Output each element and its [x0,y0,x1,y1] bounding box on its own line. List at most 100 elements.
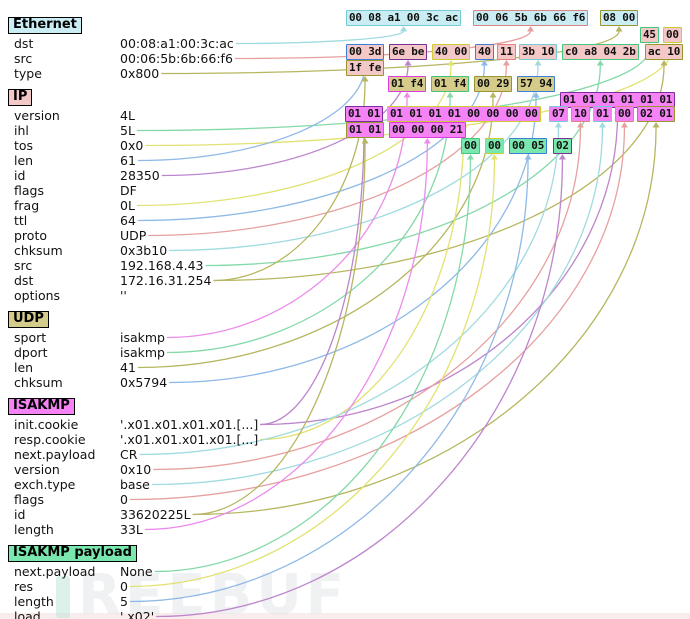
connection-arrowhead [403,92,411,98]
field-name: id [14,168,26,183]
field-value: 0 [120,492,128,507]
field-name: exch.type [14,477,76,492]
field-name: dst [14,36,34,51]
hex-bytes-r9b3: 00 05 [509,138,548,154]
connection-arrowhead [576,122,584,128]
field-name: next.payload [14,447,96,462]
field-value: 0L [120,198,135,213]
field-name: length [14,522,54,537]
field-name: length [14,594,54,609]
field-name: proto [14,228,47,243]
field-row-ip-flags: flags DF [0,183,345,198]
connection-arrowhead [558,154,566,160]
connection-arrowhead [460,122,468,128]
hex-bytes-r3b8: ac 10 [645,44,684,60]
field-value: 0x0 [120,138,144,153]
hex-bytes-r2b1: 45 [640,27,659,43]
field-row-ip-options: options '' [0,288,345,303]
field-row-ip-ttl: ttl 64 [0,213,345,228]
field-name: id [14,507,26,522]
field-name: next.payload [14,564,96,579]
field-value: 28350 [120,168,160,183]
field-value: 0 [120,579,128,594]
field-name: len [14,153,34,168]
hex-bytes-r9b1: 00 [461,138,480,154]
field-row-ip-proto: proto UDP [0,228,345,243]
connection-arrowhead [652,122,660,128]
field-value: '.x01.x01.x01.x01.[...] [120,417,259,432]
layer-header-ip: IP [8,89,33,106]
field-row-isakmp-payload-length: length 5 [0,594,345,609]
hex-bytes-r3b4: 40 [475,44,494,60]
hex-bytes-r3b7: c0 a8 04 2b [562,44,639,60]
hex-bytes-r5b3: 00 29 [474,76,513,92]
field-value: DF [120,183,137,198]
field-row-isakmp-version: version 0x10 [0,462,345,477]
connection-arrowhead [361,60,369,66]
field-value: 192.168.4.43 [120,258,204,273]
field-row-ip-ihl: ihl 5L [0,123,345,138]
field-row-ethernet-type: type 0x800 [0,66,345,81]
field-value: 0x3b10 [120,243,168,258]
field-value: 0x800 [120,66,160,81]
field-row-ip-chksum: chksum 0x3b10 [0,243,345,258]
field-value: 00:06:5b:6b:66:f6 [120,51,233,66]
field-name: resp.cookie [14,432,86,447]
field-row-isakmp-flags: flags 0 [0,492,345,507]
connection-arrowhead [645,43,653,49]
field-name: flags [14,183,44,198]
connection-arrowhead [490,154,498,160]
field-name: chksum [14,243,63,258]
fields-column: Ethernet dst 00:08:a1:00:3c:ac src 00:06:5b:… [0,17,345,619]
field-row-isakmp-next-payload: next.payload CR [0,447,345,462]
field-name: load [14,609,41,619]
layer-header-udp: UDP [8,311,49,328]
connection-arrowhead [660,60,668,66]
hex-bytes-r6b1: 01 01 01 01 01 01 [560,92,676,108]
field-row-isakmp-length: length 33L [0,522,345,537]
field-value: 4L [120,108,135,123]
field-row-ethernet-dst: dst 00:08:a1:00:3c:ac [0,36,345,51]
connection-arrowhead [554,122,562,128]
layer-header-ethernet: Ethernet [8,17,82,34]
connection-arrowhead [534,60,542,66]
connection-arrowhead [524,154,532,160]
hex-bytes-r7b1: 01 01 [345,106,384,122]
field-name: dst [14,273,34,288]
field-value: 64 [120,213,136,228]
field-value: None [120,564,153,579]
hex-bytes-r5b4: 57 94 [517,76,556,92]
hex-bytes-r9b2: 00 [485,138,504,154]
connection-arrowhead [466,154,474,160]
field-row-isakmp-exch-type: exch.type base [0,477,345,492]
hex-bytes-r3b6: 3b 10 [519,44,558,60]
field-value: 33620225L [120,507,191,522]
layer-header-isakmp-payload: ISAKMP payload [8,545,137,562]
field-row-udp-len: len 41 [0,360,345,375]
field-name: init.cookie [14,417,79,432]
connection-arrowhead [596,60,604,66]
layer-header-isakmp: ISAKMP [8,398,75,415]
field-name: tos [14,138,34,153]
hex-bytes-r7b7: 02 01 [637,106,676,122]
field-value: 5L [120,123,135,138]
field-value: 172.16.31.254 [120,273,212,288]
field-row-isakmp-payload-next-payload: next.payload None [0,564,345,579]
field-value: '.x02' [120,609,155,619]
connection-arrowhead [480,60,488,66]
connection-arrowhead [615,26,623,32]
hex-bytes-r8b2: 00 00 00 21 [389,122,466,138]
hex-bytes-r7b6: 00 [615,106,634,122]
field-name: src [14,51,33,66]
hex-bytes-r5b1: 01 f4 [388,76,427,92]
field-row-isakmp-payload-load: load '.x02' [0,609,345,619]
hex-bytes-r7b4: 10 [571,106,590,122]
field-value: isakmp [120,345,165,360]
connection-arrowhead [360,122,368,128]
watermark-logo-bar [56,576,70,618]
field-name: version [14,108,60,123]
field-value: '.x01.x01.x01.x01.[...] [120,432,259,447]
connection-arrowhead [361,138,369,144]
field-name: frag [14,198,40,213]
field-value: 33L [120,522,143,537]
